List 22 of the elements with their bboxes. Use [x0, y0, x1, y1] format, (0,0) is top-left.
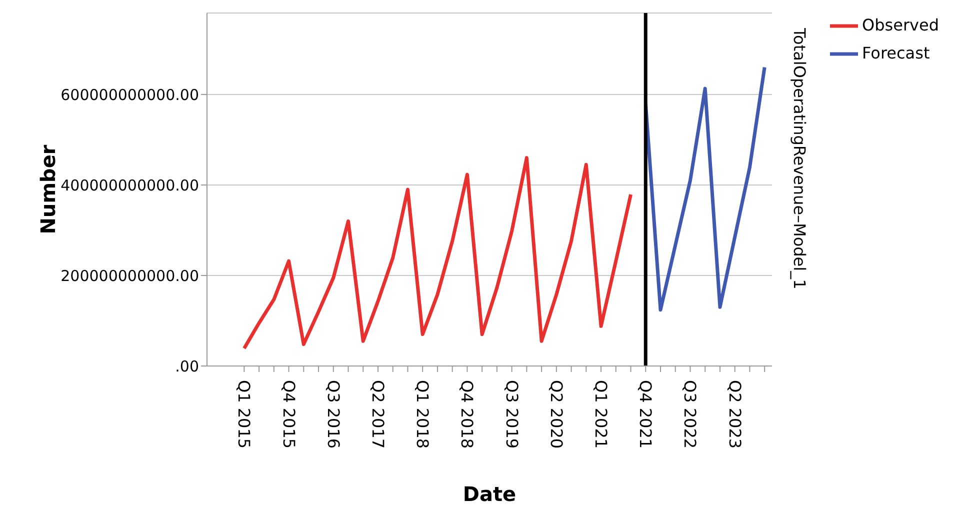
x-tick-label: Q2 2023 [725, 380, 744, 449]
x-tick-label: Q1 2015 [234, 380, 254, 449]
x-tick-label: Q2 2017 [368, 380, 388, 449]
x-tick-label: Q4 2021 [636, 380, 656, 449]
x-tick-label: Q2 2020 [546, 380, 566, 449]
text: TotalOperatingRevenue–Model_1 [790, 28, 809, 290]
legend-label: Observed [862, 15, 939, 34]
x-axis-title: Date [462, 482, 516, 506]
x-tick-label: Q4 2018 [458, 380, 477, 449]
y-axis-title: Number [36, 144, 60, 234]
x-tick-label: Q3 2019 [502, 380, 522, 449]
x-tick-label: Q3 2016 [324, 380, 343, 449]
y-tick-label: 600000000000.00 [60, 86, 199, 104]
x-tick-label: Q3 2022 [680, 380, 700, 449]
x-tick-label: Q4 2015 [279, 380, 298, 449]
x-tick-label: Q1 2018 [413, 380, 432, 449]
legend-label: Forecast [862, 43, 930, 62]
line-series [242, 156, 633, 350]
y-tick-label: .00 [175, 357, 199, 376]
y-tick-label: 200000000000.00 [60, 266, 199, 285]
x-tick-label: Q1 2021 [592, 380, 611, 449]
y-tick-label: 400000000000.00 [60, 176, 199, 194]
